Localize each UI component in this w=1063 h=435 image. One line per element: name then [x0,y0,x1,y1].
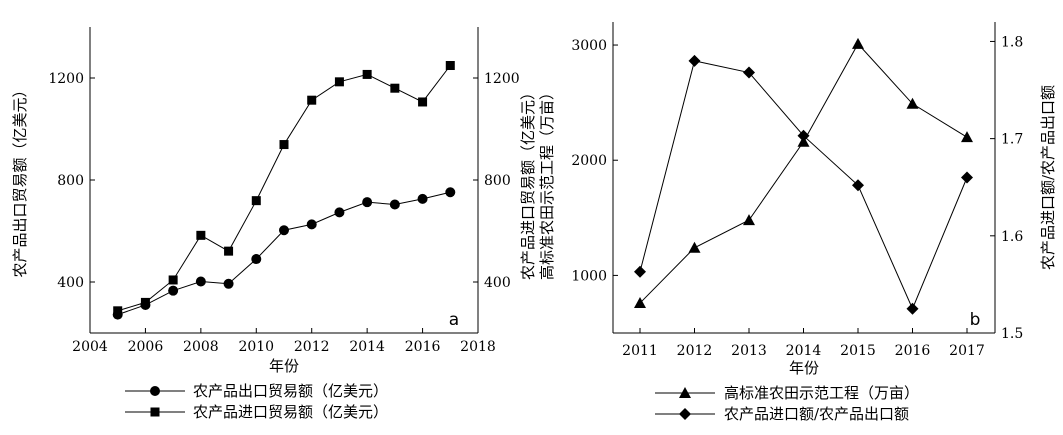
legend-label: 农产品进口贸易额（亿美元） [193,403,388,421]
y-axis-title-left: 农产品进口贸易额（亿美元）高标准农田示范工程（万亩） [519,85,556,280]
x-tick-label: 2016 [405,339,441,355]
data-point-circle [195,276,206,287]
legend-marker-square [150,407,160,417]
legend-label: 农产品出口贸易额（亿美元） [193,382,388,400]
legend-marker-triangle [679,387,691,398]
data-point-diamond [634,265,646,278]
data-point-circle [389,199,400,210]
x-tick-label: 2016 [895,343,931,359]
x-tick-label: 2015 [840,343,876,359]
data-point-triangle [906,97,919,109]
y-right-tick-label: 400 [484,275,511,291]
x-tick-label: 2012 [294,339,330,355]
data-point-diamond [797,129,810,142]
x-tick-label: 2014 [349,339,385,355]
data-point-circle [223,278,234,289]
y-left-tick-label: 1000 [571,268,607,284]
y-right-tick-label: 800 [484,173,511,189]
panel-label: a [449,310,459,330]
data-point-square [362,69,372,79]
x-axis-title: 年份 [269,357,299,375]
data-point-square [418,97,428,107]
data-point-square [196,230,206,240]
series-line-diamond [639,60,968,310]
data-point-square [224,246,234,256]
y-right-tick-label: 1.5 [1001,326,1023,342]
y-axis-title-right: 农产品进口额/农产品出口额 [1039,85,1057,270]
chart-panel-a: 2004 2006 2008 2010 2012 2014 2016 2018 400 800 12… [11,27,520,421]
y-right-tick-label: 1.6 [1001,229,1023,245]
data-point-circle [279,225,289,236]
data-point-square [279,140,289,150]
data-point-diamond [906,302,919,315]
data-point-triangle [852,37,864,49]
data-point-triangle [688,241,701,253]
y-left-tick-label: 1200 [48,71,84,87]
y-right-tick-label: 1.8 [1001,34,1023,50]
data-point-square [251,196,261,206]
data-point-diamond [743,66,755,79]
data-point-square [334,77,344,87]
data-point-circle [417,193,428,204]
data-point-square [307,95,317,105]
x-tick-label: 2017 [949,343,985,359]
x-tick-label: 2013 [731,343,767,359]
y-axis-title-left: 农产品出口贸易额（亿美元） [11,82,29,277]
x-tick-label: 2011 [622,343,658,359]
data-point-circle [445,187,456,198]
legend-marker-circle [150,386,160,396]
y-axis-title-left-line: 农产品进口贸易额（亿美元） [519,85,537,280]
data-point-diamond [852,179,864,192]
y-axis-title-left-line: 高标准农田示范工程（万亩） [538,85,556,280]
x-tick-label: 2006 [128,339,164,355]
legend-label: 高标准农田示范工程（万亩） [724,384,919,402]
legend-label: 农产品进口额/农产品出口额 [724,405,909,423]
y-right-tick-label: 1200 [484,71,520,87]
data-point-square [113,306,123,316]
x-tick-label: 2010 [238,339,274,355]
data-point-diamond [961,171,973,184]
data-point-diamond [688,54,701,67]
data-point-triangle [961,131,973,143]
y-left-tick-label: 2000 [571,153,607,169]
x-tick-label: 2018 [460,339,496,355]
data-point-circle [251,254,262,265]
y-right-tick-label: 1.7 [1001,132,1023,148]
series-line-square [117,65,451,312]
data-point-circle [168,285,179,296]
data-point-triangle [743,214,755,226]
data-point-circle [334,207,345,218]
data-point-square [445,61,455,71]
y-left-tick-label: 800 [57,173,84,189]
legend-marker-diamond [679,408,691,420]
panel-label: b [970,310,981,330]
x-axis-title: 年份 [789,359,819,377]
data-point-circle [362,197,373,208]
chart-panel-b: 2011 2012 2013 2014 2015 2016 2017 1000 2000 3000… [519,22,1057,423]
data-point-square [390,83,400,93]
x-tick-label: 2008 [183,339,219,355]
data-point-circle [306,219,317,230]
series-line-circle [117,191,451,316]
data-point-square [140,297,150,307]
x-tick-label: 2004 [72,339,108,355]
data-point-triangle [634,297,646,309]
y-left-tick-label: 3000 [571,38,607,54]
data-point-square [168,275,178,285]
y-left-tick-label: 400 [57,275,84,291]
x-tick-label: 2012 [677,343,713,359]
x-tick-label: 2014 [786,343,822,359]
